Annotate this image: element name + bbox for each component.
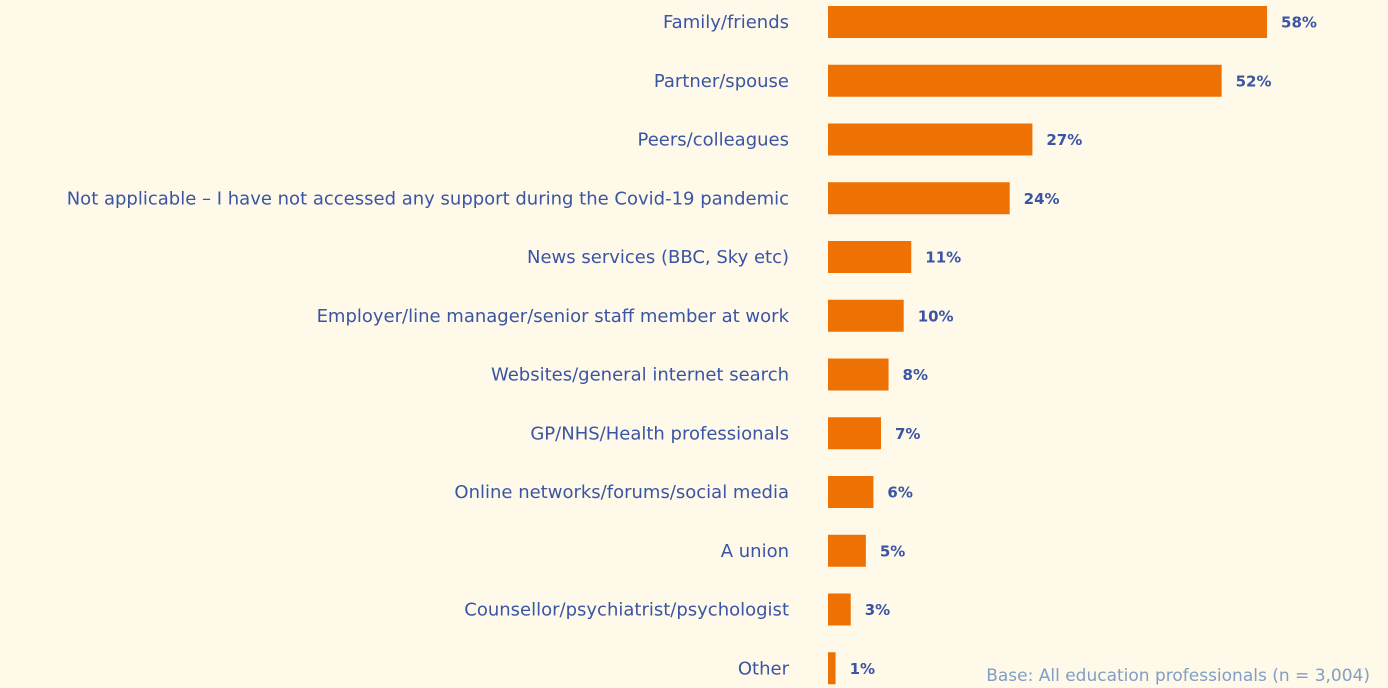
bar [828, 476, 874, 508]
bar [828, 652, 836, 685]
bar [828, 417, 881, 450]
value-label: 7% [895, 425, 920, 443]
bar [828, 299, 904, 332]
category-label: Websites/general internet search [491, 365, 789, 386]
value-label: 6% [887, 484, 912, 502]
note: Base: All education professionals (n = 3… [986, 666, 1370, 686]
bar [828, 241, 912, 273]
value-label: 5% [880, 542, 905, 560]
category-label: Online networks/forums/social media [454, 482, 789, 503]
category-label: A union [721, 541, 789, 562]
value-label: 27% [1046, 131, 1082, 149]
category-label: Family/friends [663, 12, 789, 33]
bar [828, 6, 1268, 38]
value-label: 1% [850, 660, 875, 678]
category-label: Partner/spouse [654, 71, 789, 92]
category-label: News services (BBC, Sky etc) [527, 247, 789, 268]
bar [828, 64, 1222, 97]
category-label: Not applicable – I have not accessed any… [67, 188, 789, 209]
bar [828, 593, 851, 626]
bar [828, 182, 1010, 215]
bar [828, 358, 889, 391]
value-label: 8% [903, 366, 928, 384]
value-label: 58% [1281, 14, 1317, 32]
category-label: GP/NHS/Health professionals [530, 423, 789, 444]
value-label: 24% [1024, 190, 1060, 208]
value-label: 10% [918, 307, 954, 325]
category-label: Other [738, 658, 790, 679]
value-label: 52% [1236, 72, 1272, 90]
category-label: Employer/line manager/senior staff membe… [317, 306, 790, 327]
value-label: 11% [925, 249, 961, 267]
category-label: Peers/colleagues [637, 130, 789, 151]
bar [828, 123, 1033, 156]
category-label: Counsellor/psychiatrist/psychologist [464, 600, 789, 621]
bar [828, 534, 866, 567]
value-label: 3% [865, 601, 890, 619]
